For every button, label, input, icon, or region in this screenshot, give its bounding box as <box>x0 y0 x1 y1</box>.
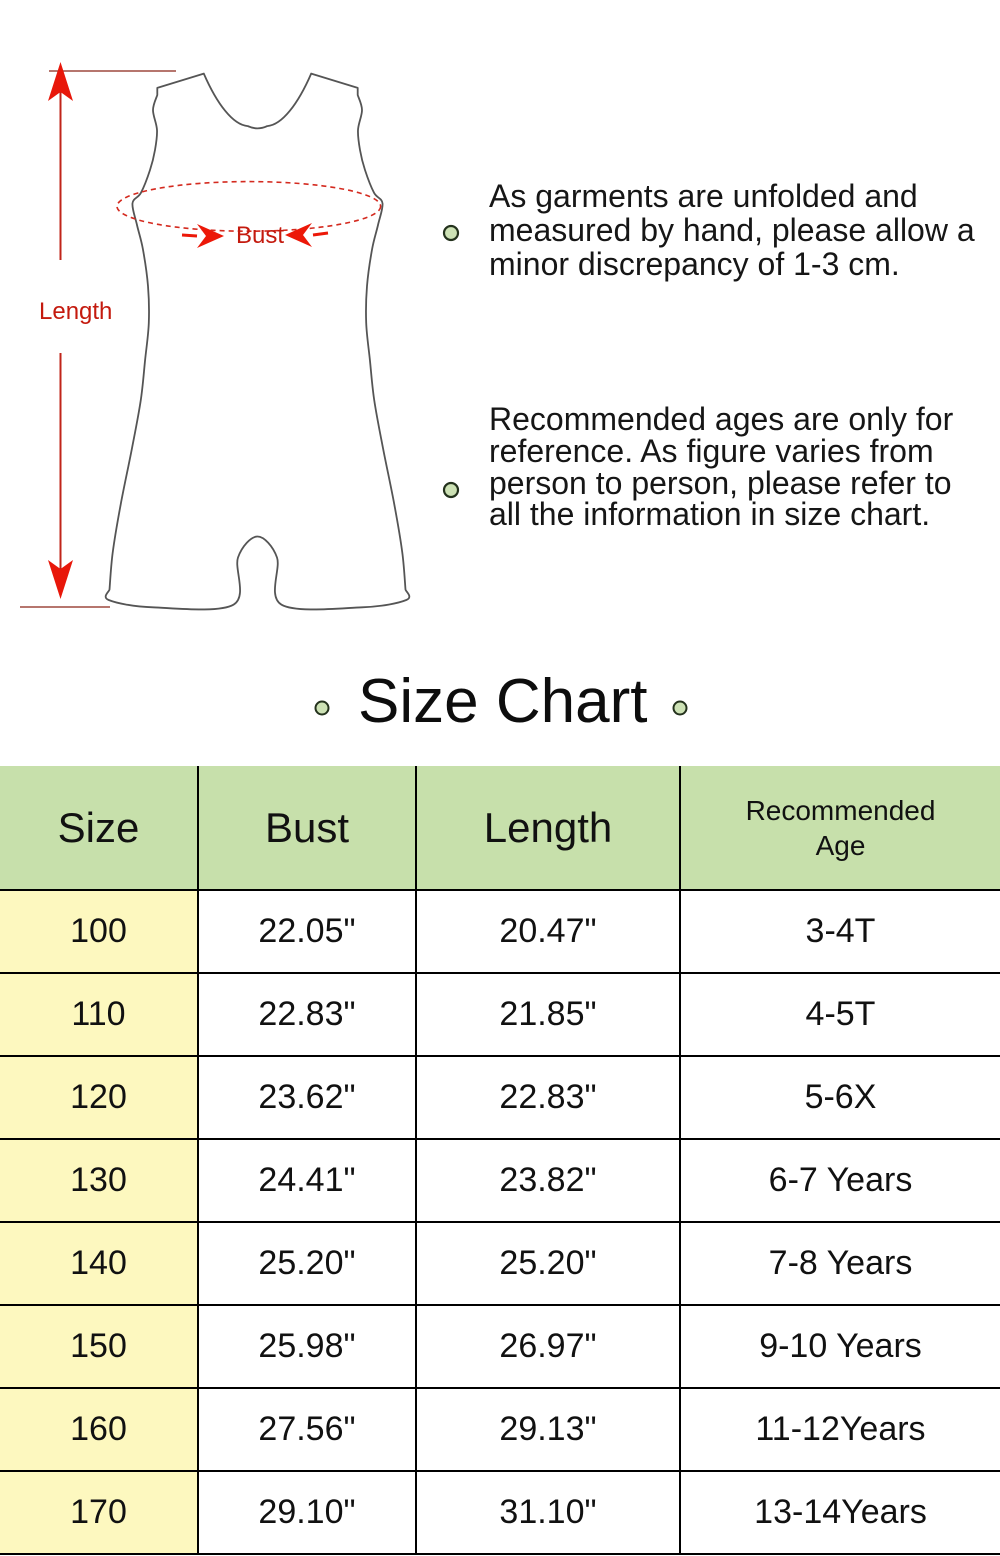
svg-text:Length: Length <box>39 298 112 325</box>
svg-text:Bust: Bust <box>236 222 284 249</box>
